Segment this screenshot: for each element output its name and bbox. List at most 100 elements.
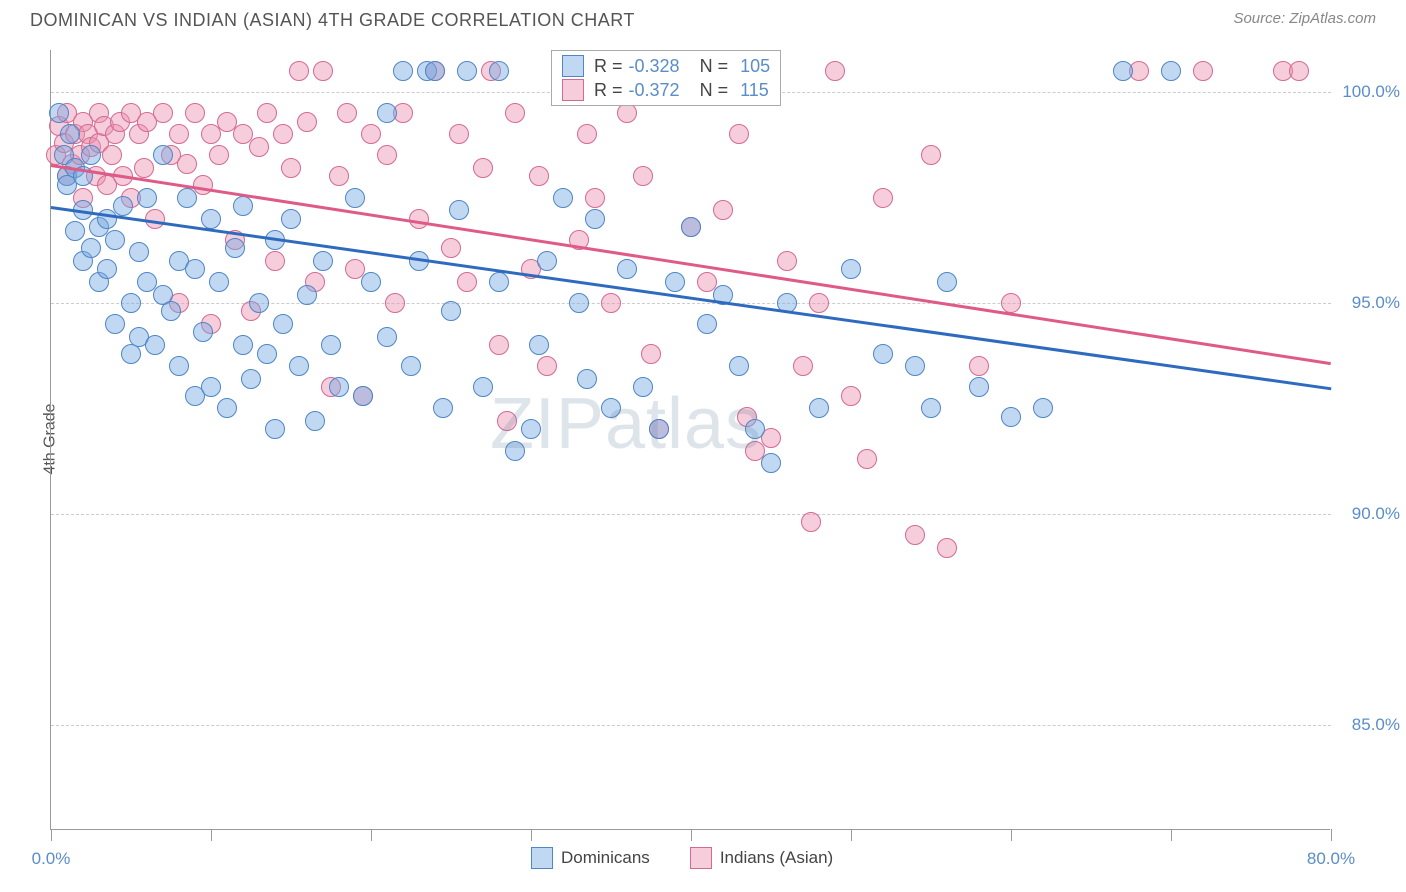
legend-item: Dominicans	[531, 847, 650, 869]
gridline	[51, 514, 1331, 515]
series2-point	[153, 103, 173, 123]
gridline	[51, 725, 1331, 726]
series1-point	[201, 209, 221, 229]
legend-n-value: 115	[740, 80, 769, 101]
series2-point	[273, 124, 293, 144]
series1-point	[1033, 398, 1053, 418]
x-tick-label: 0.0%	[32, 849, 71, 869]
x-tick	[1011, 829, 1012, 841]
source-attribution: Source: ZipAtlas.com	[1233, 10, 1376, 45]
series2-point	[809, 293, 829, 313]
series1-point	[505, 441, 525, 461]
series1-point	[49, 103, 69, 123]
series2-point	[249, 137, 269, 157]
series1-point	[393, 61, 413, 81]
series1-point	[97, 259, 117, 279]
series1-point	[233, 335, 253, 355]
legend-n-value: 105	[740, 56, 770, 77]
series1-point	[441, 301, 461, 321]
series1-point	[353, 386, 373, 406]
x-tick	[51, 829, 52, 841]
series2-point	[297, 112, 317, 132]
series1-point	[841, 259, 861, 279]
series1-point	[1161, 61, 1181, 81]
legend-correlation-box: R =-0.328N =105R =-0.372N =115	[551, 50, 781, 106]
series2-point	[873, 188, 893, 208]
series1-point	[345, 188, 365, 208]
x-tick	[531, 829, 532, 841]
series1-point	[665, 272, 685, 292]
series1-point	[321, 335, 341, 355]
series1-point	[449, 200, 469, 220]
legend-swatch	[562, 79, 584, 101]
x-tick	[691, 829, 692, 841]
series1-point	[937, 272, 957, 292]
series1-point	[257, 344, 277, 364]
y-tick-label: 95.0%	[1352, 293, 1400, 313]
legend-series-label: Indians (Asian)	[720, 848, 833, 868]
series2-point	[289, 61, 309, 81]
series1-point	[209, 272, 229, 292]
series2-point	[905, 525, 925, 545]
series1-point	[809, 398, 829, 418]
series1-point	[601, 398, 621, 418]
series1-point	[521, 419, 541, 439]
series2-point	[857, 449, 877, 469]
plot-area: 85.0%90.0%95.0%100.0%0.0%80.0%R =-0.328N…	[50, 50, 1330, 830]
series2-point	[329, 166, 349, 186]
series1-point	[281, 209, 301, 229]
series1-point	[425, 61, 445, 81]
series1-point	[377, 327, 397, 347]
series1-point	[537, 251, 557, 271]
legend-item: Indians (Asian)	[690, 847, 833, 869]
series2-point	[585, 188, 605, 208]
legend-r-label: R =	[594, 80, 623, 101]
series2-point	[969, 356, 989, 376]
series2-point	[265, 251, 285, 271]
series1-point	[401, 356, 421, 376]
series2-point	[473, 158, 493, 178]
series2-point	[497, 411, 517, 431]
series2-point	[801, 512, 821, 532]
series1-point	[585, 209, 605, 229]
series2-point	[1289, 61, 1309, 81]
series1-point	[377, 103, 397, 123]
series1-point	[81, 145, 101, 165]
series2-point	[337, 103, 357, 123]
series1-point	[633, 377, 653, 397]
series1-point	[529, 335, 549, 355]
series1-point	[193, 322, 213, 342]
legend-n-label: N =	[700, 80, 729, 101]
series1-point	[273, 314, 293, 334]
series1-point	[289, 356, 309, 376]
series1-point	[249, 293, 269, 313]
series2-point	[529, 166, 549, 186]
y-tick-label: 90.0%	[1352, 504, 1400, 524]
series1-point	[489, 61, 509, 81]
series2-point	[729, 124, 749, 144]
series1-point	[225, 238, 245, 258]
series1-point	[265, 419, 285, 439]
series1-point	[569, 293, 589, 313]
legend-r-label: R =	[594, 56, 623, 77]
series1-point	[361, 272, 381, 292]
series1-point	[313, 251, 333, 271]
series1-point	[113, 196, 133, 216]
series1-point	[105, 314, 125, 334]
x-tick	[1331, 829, 1332, 841]
series2-point	[409, 209, 429, 229]
series2-point	[377, 145, 397, 165]
series1-point	[697, 314, 717, 334]
series1-point	[905, 356, 925, 376]
series1-point	[185, 259, 205, 279]
series1-point	[233, 196, 253, 216]
series1-point	[217, 398, 237, 418]
series2-point	[169, 124, 189, 144]
series2-point	[537, 356, 557, 376]
legend-row: R =-0.328N =105	[562, 55, 770, 77]
series1-point	[761, 453, 781, 473]
series2-point	[209, 145, 229, 165]
series1-point	[577, 369, 597, 389]
x-tick	[1171, 829, 1172, 841]
series1-point	[169, 356, 189, 376]
